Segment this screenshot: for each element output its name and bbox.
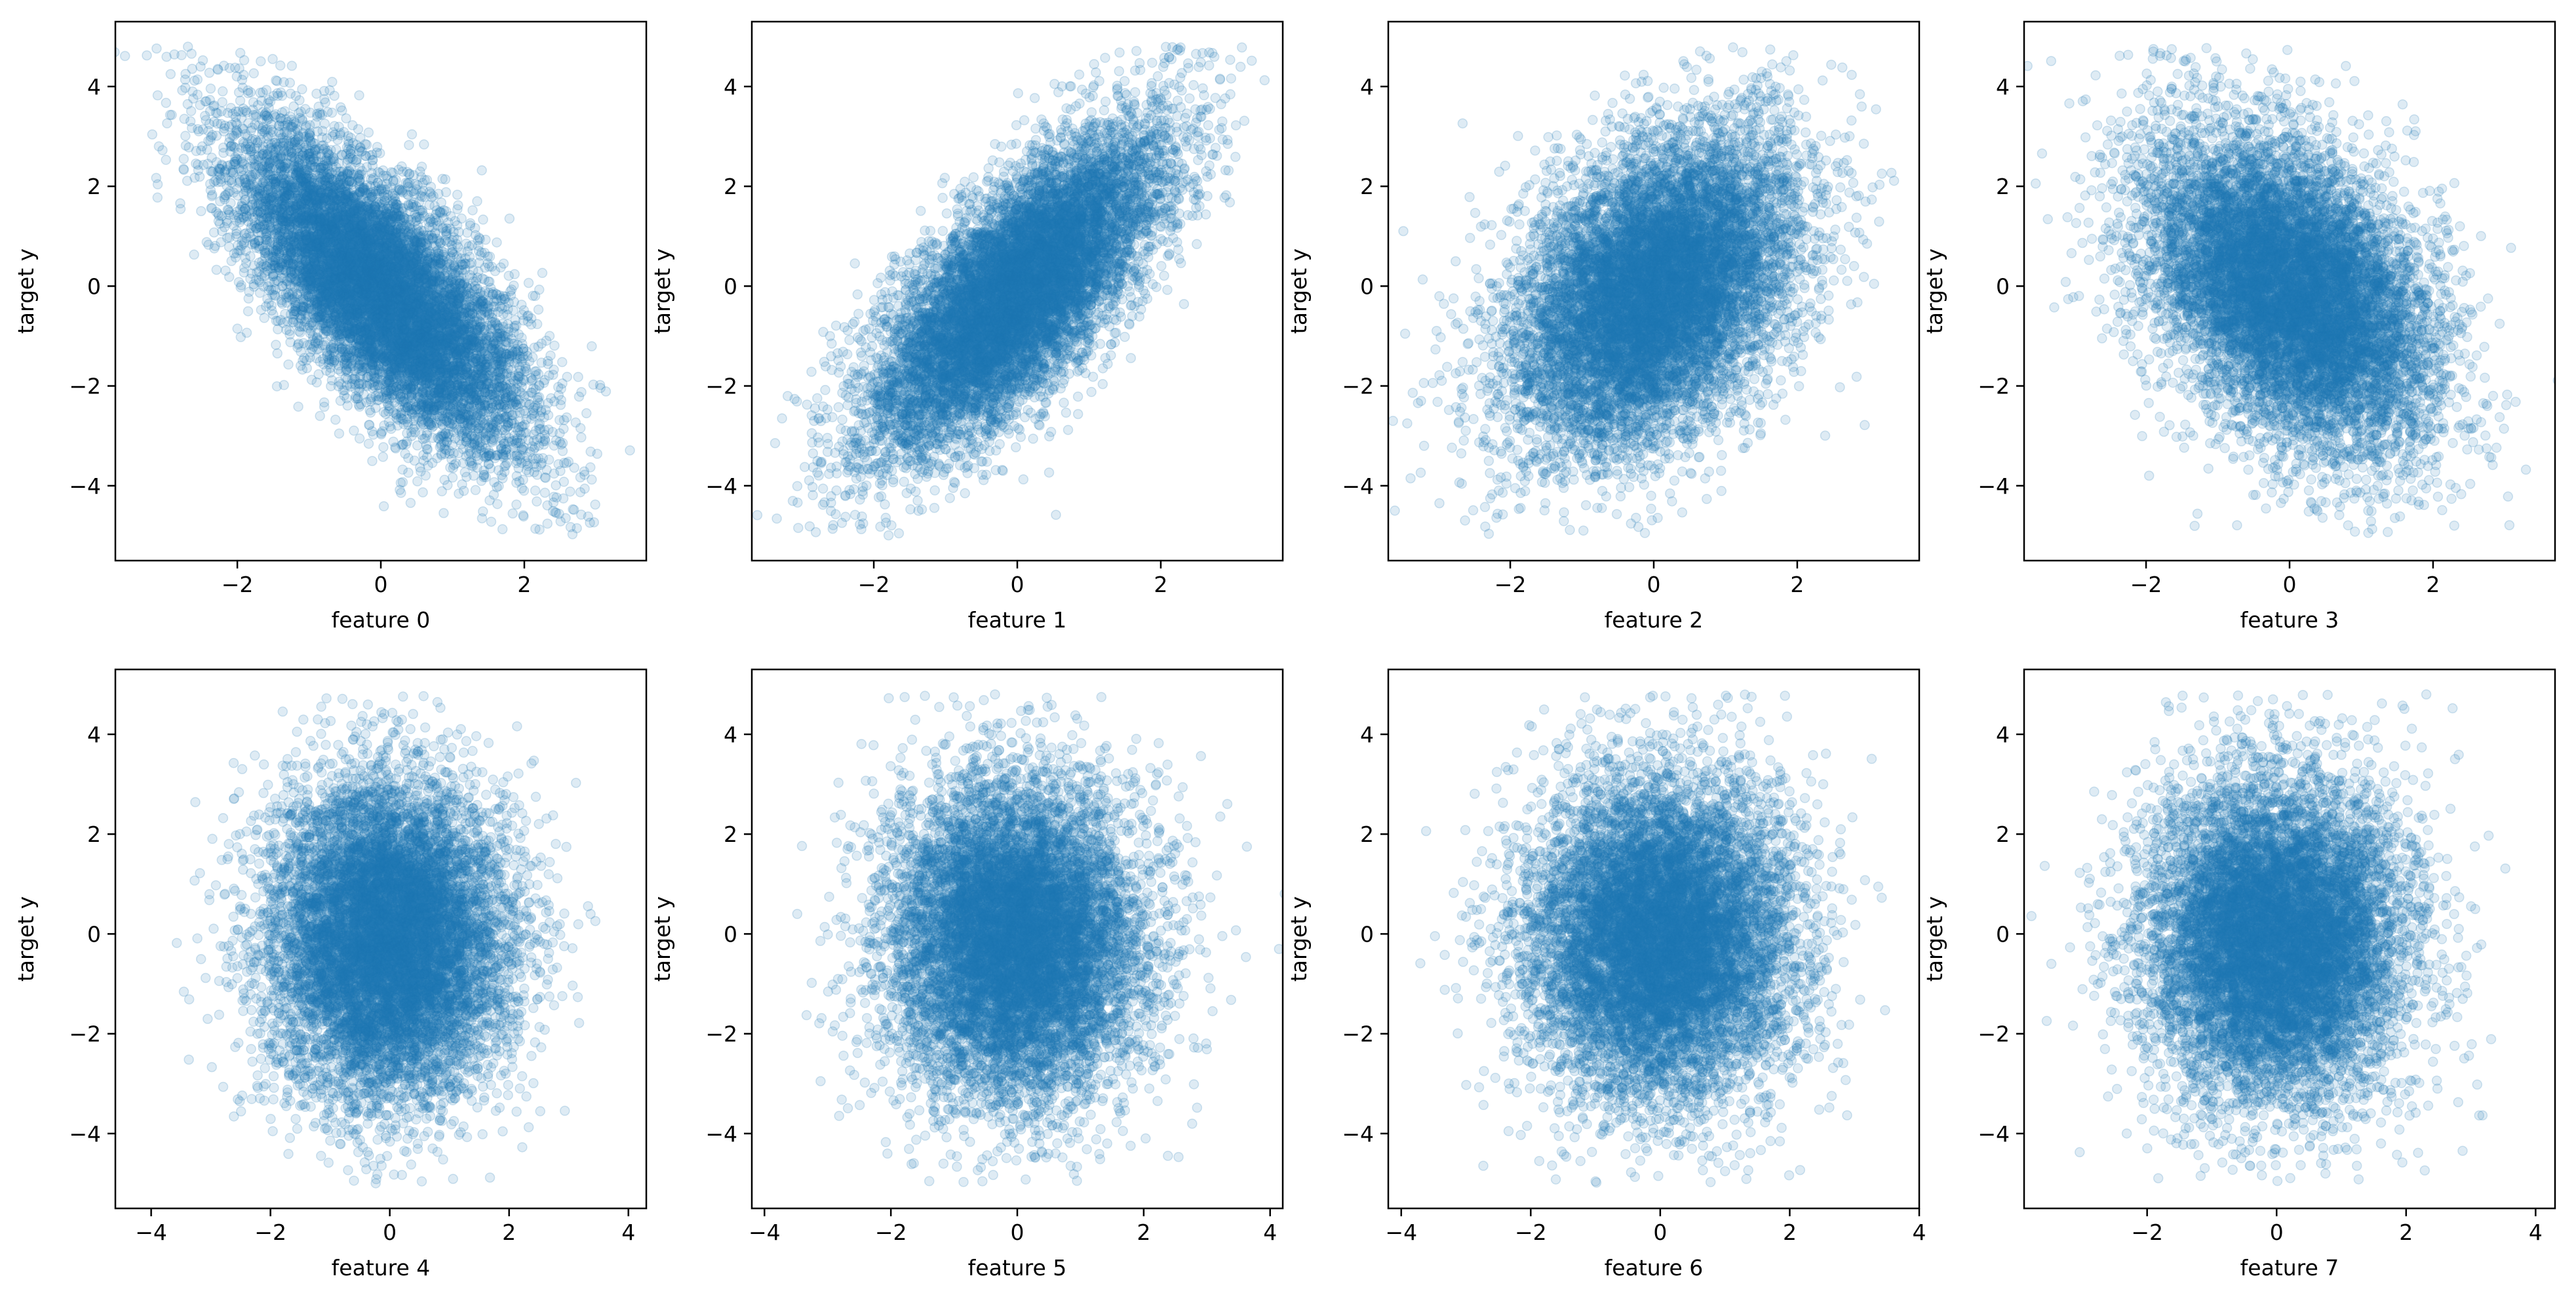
scatter-point (531, 486, 540, 495)
scatter-point (355, 434, 364, 443)
scatter-point (508, 509, 517, 518)
scatter-point (307, 375, 317, 384)
scatter-point (233, 324, 242, 333)
scatter-point (365, 420, 374, 429)
scatter-point (550, 341, 559, 350)
scatter-point (562, 413, 572, 422)
scatter-point (406, 498, 415, 507)
scatter-point (574, 372, 583, 382)
scatter-point (163, 119, 172, 128)
scatter-point (196, 62, 205, 71)
scatter-point (591, 500, 600, 509)
scatter-point (453, 190, 462, 199)
scatter-point (478, 507, 488, 516)
scatter-point (334, 429, 343, 438)
scatter-point (153, 90, 163, 100)
scatter-point (268, 54, 277, 64)
scatter-point (244, 307, 253, 316)
scatter-point (587, 342, 596, 351)
scatter-point (147, 130, 157, 139)
scatter-point (315, 411, 324, 420)
scatter-point (454, 201, 463, 210)
scatter-point (471, 485, 480, 494)
scatter-point (260, 313, 269, 323)
scatter-point (439, 509, 448, 518)
scatter-point (206, 84, 215, 93)
scatter-point (256, 57, 265, 66)
scatter-point (205, 68, 214, 77)
scatter-point (421, 471, 430, 480)
scatter-point (166, 70, 175, 79)
scatter-point (189, 250, 199, 259)
scatter-point (512, 500, 521, 509)
scatter-point (179, 154, 188, 163)
scatter-point (328, 108, 337, 117)
scatter-point (187, 49, 196, 58)
scatter-point (328, 77, 337, 87)
scatter-point (364, 128, 373, 137)
scatter-point (378, 452, 387, 462)
scatter-points (110, 42, 634, 539)
scatter-point (478, 215, 488, 224)
scatter-point (273, 349, 282, 358)
scatter-point (486, 517, 496, 527)
scatter-point (235, 88, 244, 97)
scatter-point (571, 418, 580, 427)
scatter-point (176, 199, 185, 208)
scatter-point (524, 279, 534, 288)
scatter-point (256, 288, 265, 298)
scatter-point (379, 443, 388, 452)
scatter-point (413, 477, 422, 486)
scatter-point (355, 90, 364, 100)
scatter-point (577, 433, 586, 442)
scatter-point (487, 262, 496, 271)
scatter-point (349, 426, 359, 435)
scatter-point (438, 174, 447, 184)
scatter-point (218, 87, 227, 96)
scatter-point (519, 486, 528, 495)
scatter-point (243, 328, 252, 338)
scatter-point (197, 207, 206, 216)
scatter-point (364, 439, 374, 448)
scatter-point (549, 441, 558, 450)
scatter-point (380, 502, 389, 511)
